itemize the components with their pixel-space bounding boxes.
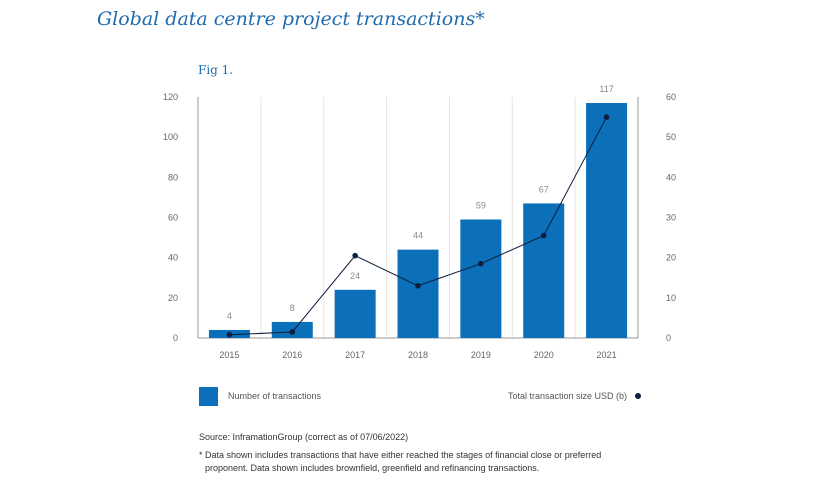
bar-value-label: 59 xyxy=(476,201,486,211)
y-right-tick-label: 50 xyxy=(666,132,676,142)
line-point xyxy=(540,232,547,239)
y-right-tick-label: 0 xyxy=(666,333,671,343)
bar xyxy=(397,249,439,338)
x-tick-label: 2019 xyxy=(471,350,491,360)
figure-label: Fig 1. xyxy=(198,63,234,77)
footnote-line-1: * Data shown includes transactions that … xyxy=(199,450,602,460)
bar-value-label: 44 xyxy=(413,231,423,241)
y-left-tick-label: 40 xyxy=(168,253,178,263)
line-point xyxy=(352,252,358,259)
bar-value-label: 4 xyxy=(227,311,232,321)
x-tick-label: 2020 xyxy=(534,350,554,360)
y-right-tick-label: 20 xyxy=(666,253,676,263)
line-point xyxy=(603,114,610,120)
y-right-tick-label: 30 xyxy=(666,213,676,223)
x-tick-label: 2021 xyxy=(597,350,617,360)
legend-line-label: Total transaction size USD (b) xyxy=(508,391,628,401)
source-note: Source: InframationGroup (correct as of … xyxy=(199,432,409,442)
y-right-tick-label: 60 xyxy=(666,92,676,102)
y-left-tick-label: 60 xyxy=(168,213,178,223)
y-left-tick-label: 20 xyxy=(168,293,178,303)
footnote-line-2: proponent. Data shown includes brownfiel… xyxy=(205,463,540,473)
y-right-tick-label: 40 xyxy=(666,172,676,182)
bar xyxy=(523,203,565,338)
line-point xyxy=(226,331,233,338)
y-left-tick-label: 120 xyxy=(163,92,178,102)
bar-value-label: 24 xyxy=(350,271,360,281)
x-tick-label: 2016 xyxy=(282,350,302,360)
legend-bar-label: Number of transactions xyxy=(228,391,322,401)
line-point xyxy=(478,260,484,267)
y-right-tick-label: 10 xyxy=(666,293,676,303)
bar xyxy=(334,289,376,338)
bar-value-label: 8 xyxy=(290,303,295,313)
y-left-tick-label: 80 xyxy=(168,172,178,182)
bar-value-label: 117 xyxy=(599,84,613,94)
y-left-tick-label: 0 xyxy=(173,333,178,343)
footnote: * Data shown includes transactions that … xyxy=(199,449,601,475)
x-tick-label: 2017 xyxy=(345,350,365,360)
x-tick-label: 2018 xyxy=(408,350,428,360)
legend-bar-swatch xyxy=(199,387,218,406)
legend-line-marker xyxy=(635,393,641,399)
line-point xyxy=(289,329,296,335)
page-title: Global data centre project transactions* xyxy=(97,8,485,30)
bar-value-label: 67 xyxy=(539,184,549,194)
y-left-tick-label: 100 xyxy=(163,132,178,142)
bar xyxy=(460,219,502,338)
line-point xyxy=(415,282,421,289)
bar xyxy=(586,103,628,339)
x-tick-label: 2015 xyxy=(219,350,239,360)
